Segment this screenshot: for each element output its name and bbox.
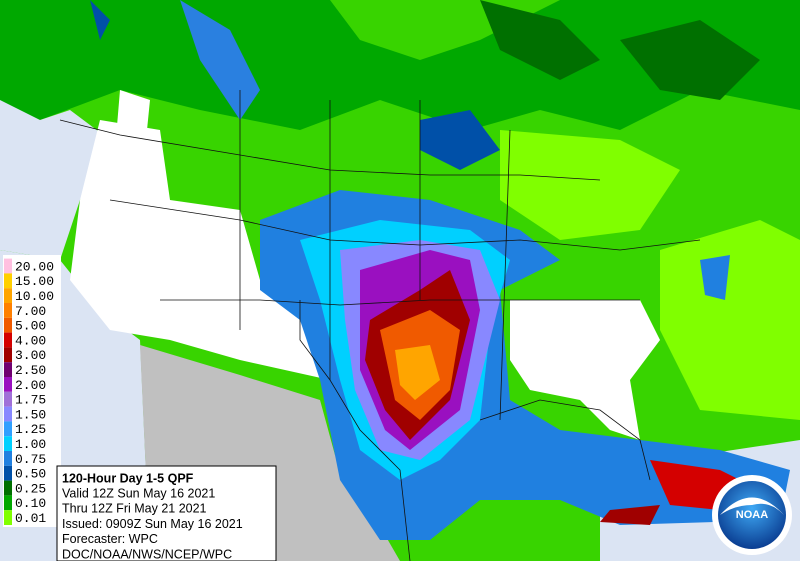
legend-swatch xyxy=(4,451,12,466)
legend-label: 0.75 xyxy=(15,452,46,467)
logo-gull xyxy=(720,497,784,515)
legend-label: 2.00 xyxy=(15,378,46,393)
legend-label: 1.00 xyxy=(15,437,46,452)
legend-swatch xyxy=(4,391,12,407)
legend: 20.0015.0010.007.005.004.003.002.502.001… xyxy=(3,255,61,527)
borders xyxy=(59,90,701,561)
legend-label: 0.10 xyxy=(15,496,46,511)
legend-swatch xyxy=(4,377,12,392)
legend-label: 3.00 xyxy=(15,348,46,363)
legend-swatch xyxy=(4,406,12,422)
legend-swatch xyxy=(4,480,12,496)
legend-label: 0.01 xyxy=(15,511,46,526)
logo-disc xyxy=(718,481,786,549)
info-line: Forecaster: WPC xyxy=(62,532,158,546)
legend-swatch xyxy=(4,495,12,511)
legend-label: 15.00 xyxy=(15,274,54,289)
legend-label: 0.50 xyxy=(15,467,46,482)
legend-swatch xyxy=(4,362,12,377)
legend-swatch xyxy=(4,332,12,348)
info-box: 120-Hour Day 1-5 QPF Valid 12Z Sun May 1… xyxy=(56,465,277,561)
legend-label: 7.00 xyxy=(15,304,46,319)
legend-label: 20.00 xyxy=(15,259,54,274)
info-background xyxy=(56,465,277,561)
legend-swatch xyxy=(4,436,12,451)
legend-swatch xyxy=(4,465,12,481)
legend-swatch xyxy=(4,273,12,289)
legend-swatch xyxy=(4,421,12,437)
info-line: Thru 12Z Fri May 21 2021 xyxy=(62,502,207,516)
legend-label: 1.25 xyxy=(15,422,46,437)
legend-label: 4.00 xyxy=(15,333,46,348)
legend-label: 1.50 xyxy=(15,407,46,422)
legend-label: 10.00 xyxy=(15,289,54,304)
info-title: 120-Hour Day 1-5 QPF xyxy=(62,471,194,485)
legend-swatch xyxy=(4,258,12,274)
info-line: Valid 12Z Sun May 16 2021 xyxy=(62,486,215,500)
info-line: Issued: 0909Z Sun May 16 2021 xyxy=(62,517,243,531)
legend-swatch xyxy=(4,317,12,333)
legend-label: 5.00 xyxy=(15,319,46,334)
info-line: DOC/NOAA/NWS/NCEP/WPC xyxy=(62,547,232,561)
legend-swatch xyxy=(4,347,12,363)
legend-background xyxy=(3,255,61,527)
legend-swatch xyxy=(4,510,12,525)
noaa-logo: NOAA xyxy=(712,475,792,555)
legend-label: 0.25 xyxy=(15,481,46,496)
legend-label: 1.75 xyxy=(15,393,46,408)
legend-swatch xyxy=(4,303,12,318)
logo-text: NOAA xyxy=(736,509,768,521)
legend-label: 2.50 xyxy=(15,363,46,378)
legend-swatch xyxy=(4,288,12,303)
